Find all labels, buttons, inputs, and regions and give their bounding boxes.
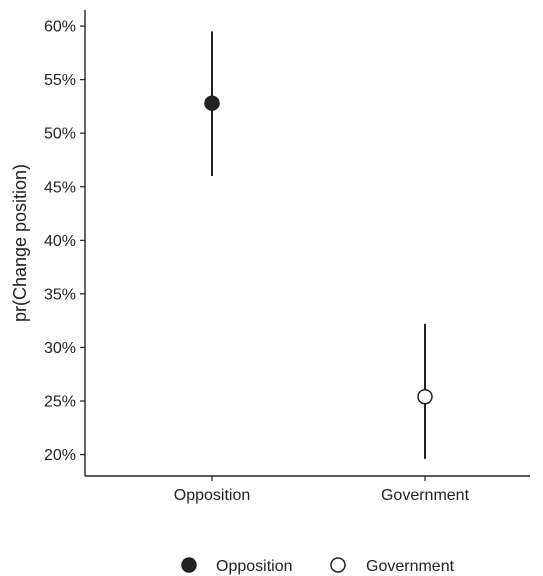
y-tick-label: 25% bbox=[44, 394, 76, 411]
y-tick-label: 20% bbox=[44, 447, 76, 464]
x-tick-label: Opposition bbox=[174, 487, 251, 504]
y-tick-label: 45% bbox=[44, 179, 76, 196]
y-tick-label: 40% bbox=[44, 233, 76, 250]
legend-label-opposition: Opposition bbox=[216, 558, 293, 575]
x-tick-label: Government bbox=[381, 487, 470, 504]
error-bars bbox=[211, 31, 426, 459]
point-opposition bbox=[204, 95, 220, 111]
legend: Opposition Government bbox=[181, 557, 455, 575]
legend-label-government: Government bbox=[366, 558, 455, 575]
legend-marker-government bbox=[330, 557, 346, 573]
y-axis-title: pr(Change position) bbox=[10, 164, 30, 322]
y-axis-ticks: 20% 25% 30% 35% 40% 45% 50% 55% 60% bbox=[44, 19, 85, 464]
data-points bbox=[204, 95, 433, 405]
x-axis-ticks: Opposition Government bbox=[174, 476, 470, 504]
y-tick-label: 55% bbox=[44, 72, 76, 89]
point-government bbox=[417, 388, 433, 405]
y-tick-label: 50% bbox=[44, 126, 76, 143]
y-tick-label: 35% bbox=[44, 286, 76, 303]
legend-marker-opposition bbox=[181, 557, 197, 573]
y-tick-label: 30% bbox=[44, 340, 76, 357]
y-tick-label: 60% bbox=[44, 19, 76, 36]
